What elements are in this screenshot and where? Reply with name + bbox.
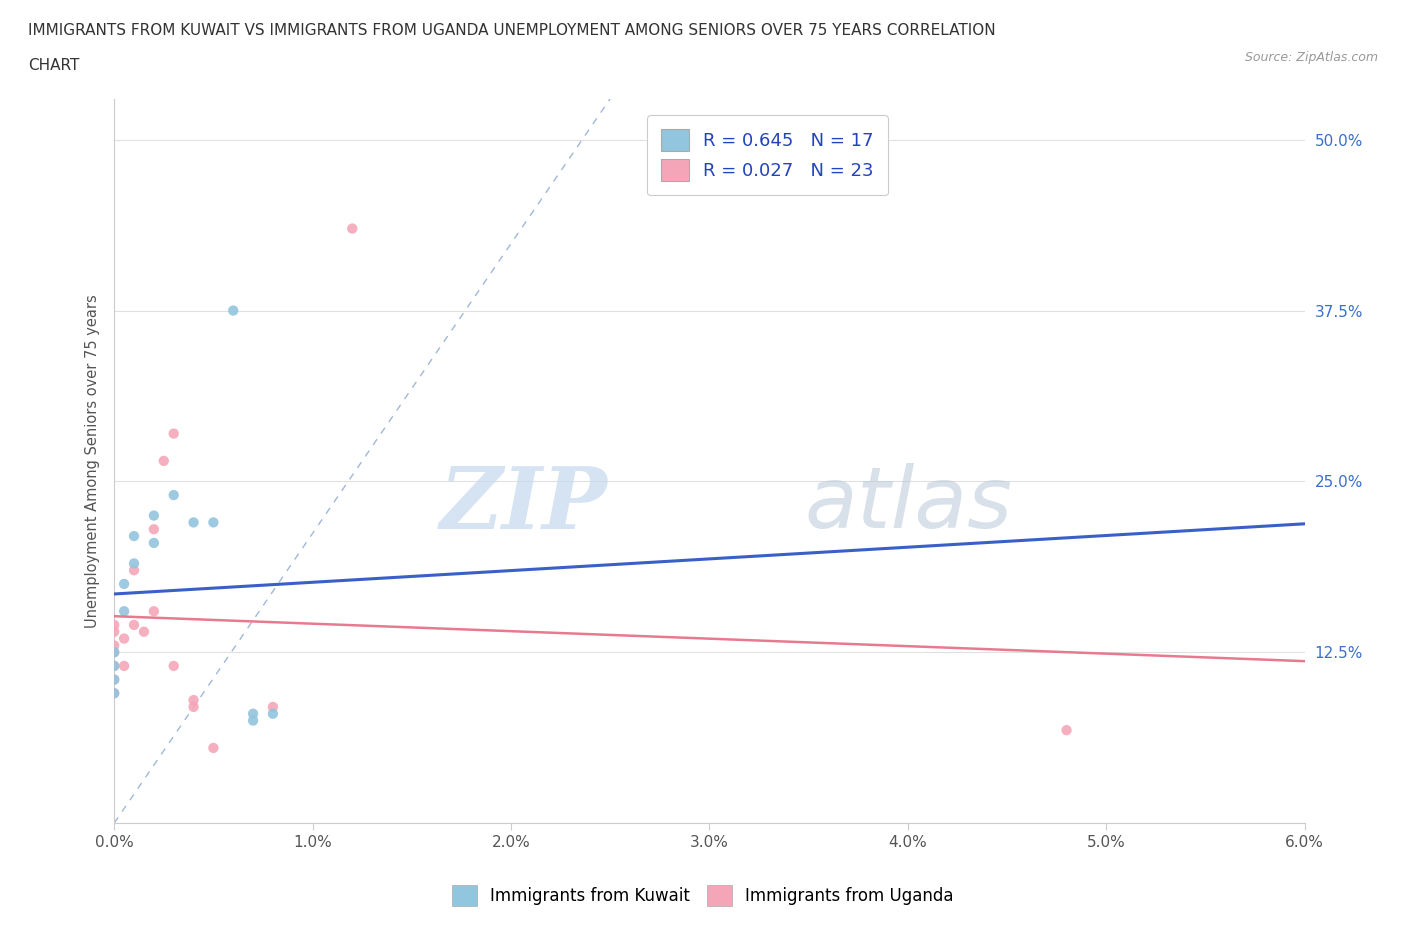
Text: Source: ZipAtlas.com: Source: ZipAtlas.com [1244, 51, 1378, 64]
Point [122, 528, 145, 543]
Point [103, 672, 125, 687]
Legend: Immigrants from Kuwait, Immigrants from Uganda: Immigrants from Kuwait, Immigrants from … [446, 879, 960, 912]
Point [132, 624, 155, 639]
Text: atlas: atlas [804, 463, 1012, 546]
Point [163, 487, 186, 502]
Point [222, 303, 245, 318]
Point [242, 706, 264, 721]
Point [103, 658, 125, 673]
Point [202, 740, 225, 755]
Point [142, 604, 165, 618]
Point [1056, 723, 1078, 737]
Point [103, 685, 125, 700]
Point [142, 508, 165, 523]
Point [112, 577, 135, 591]
Point [103, 644, 125, 659]
Point [112, 604, 135, 618]
Point [163, 426, 186, 441]
Point [202, 515, 225, 530]
Point [163, 658, 186, 673]
Point [103, 685, 125, 700]
Point [183, 515, 205, 530]
Point [342, 221, 364, 236]
Point [183, 693, 205, 708]
Point [122, 556, 145, 571]
Point [142, 522, 165, 537]
Y-axis label: Unemployment Among Seniors over 75 years: Unemployment Among Seniors over 75 years [86, 294, 100, 628]
Text: IMMIGRANTS FROM KUWAIT VS IMMIGRANTS FROM UGANDA UNEMPLOYMENT AMONG SENIORS OVER: IMMIGRANTS FROM KUWAIT VS IMMIGRANTS FRO… [28, 23, 995, 38]
Legend: R = 0.645   N = 17, R = 0.027   N = 23: R = 0.645 N = 17, R = 0.027 N = 23 [647, 115, 889, 195]
Point [122, 618, 145, 632]
Text: ZIP: ZIP [440, 462, 609, 546]
Text: CHART: CHART [28, 58, 80, 73]
Point [103, 624, 125, 639]
Point [262, 706, 284, 721]
Point [152, 454, 174, 469]
Point [103, 618, 125, 632]
Point [112, 631, 135, 646]
Point [183, 699, 205, 714]
Point [242, 713, 264, 728]
Point [112, 658, 135, 673]
Point [122, 563, 145, 578]
Point [103, 672, 125, 687]
Point [142, 536, 165, 551]
Point [103, 644, 125, 659]
Point [103, 638, 125, 653]
Point [262, 699, 284, 714]
Point [103, 658, 125, 673]
